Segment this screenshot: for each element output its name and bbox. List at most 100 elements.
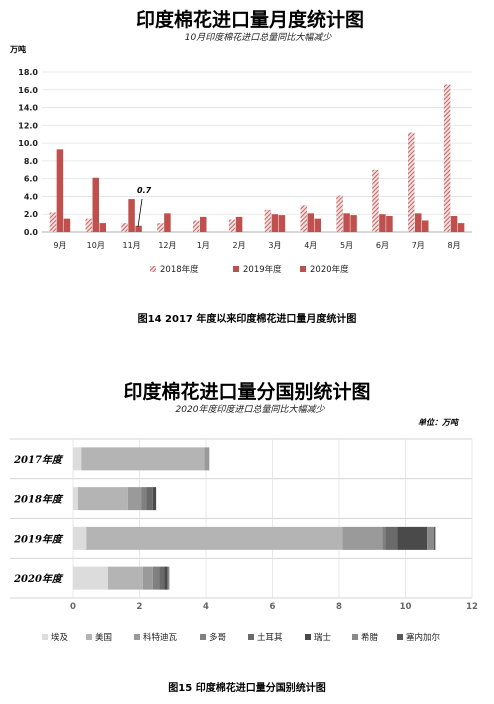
chart1-gridlines — [42, 71, 472, 233]
chart1-subtitle: 10月印度棉花进口总量同比大幅减少 — [185, 32, 332, 43]
y-category-label: 2020年度 — [13, 573, 64, 585]
bar-埃及-2017年度 — [73, 447, 82, 471]
legend-swatch — [352, 634, 358, 640]
chart1-caption: 图14 2017 年度以来印度棉花进口量月度统计图 — [138, 312, 357, 325]
legend-label: 2020年度 — [310, 264, 349, 275]
bar-科特迪瓦-2020年度 — [142, 566, 153, 590]
chart2-subtitle: 2020年度印度进口总量同比大幅减少 — [176, 404, 326, 415]
bar-2018年度-4月 — [300, 205, 307, 232]
legend-label: 美国 — [95, 632, 112, 643]
x-tick-label: 0 — [70, 602, 76, 612]
chart1-legend: 2018年度 2019年度 2020年度 — [150, 264, 349, 275]
chart2-title: 印度棉花进口量分国别统计图 — [123, 380, 370, 403]
bar-多哥-2018年度 — [141, 487, 147, 511]
bar-土耳其-2018年度 — [146, 487, 153, 511]
annotation-label: 0.7 — [137, 186, 152, 195]
legend-swatch — [248, 634, 254, 640]
bar-埃及-2018年度 — [73, 487, 78, 511]
x-tick-label: 4月 — [304, 241, 317, 250]
legend-swatch — [134, 634, 140, 640]
bar-2019年度-5月 — [343, 213, 350, 232]
x-tick-label: 5月 — [340, 241, 353, 250]
bar-科特迪瓦-2019年度 — [342, 526, 383, 550]
legend-swatch — [42, 634, 48, 640]
x-tick-label: 6月 — [376, 241, 389, 250]
bar-美国-2018年度 — [77, 487, 128, 511]
bar-科特迪瓦-2018年度 — [127, 487, 142, 511]
bar-2018年度-7月 — [408, 132, 415, 232]
bar-塞内加尔-2019年度 — [433, 526, 436, 550]
y-tick-label: 6.0 — [24, 175, 39, 184]
y-category-label: 2017年度 — [13, 454, 64, 466]
legend-swatch — [86, 634, 92, 640]
x-tick-label: 3月 — [268, 241, 281, 250]
bar-2018年度-2月 — [228, 219, 236, 232]
bar-希腊-2020年度 — [167, 566, 170, 590]
annotation-pointer — [137, 198, 143, 228]
x-tick-label: 8月 — [448, 241, 461, 250]
legend-label: 埃及 — [51, 632, 69, 643]
legend-swatch — [200, 634, 206, 640]
bar-2019年度-8月 — [450, 216, 458, 232]
legend-swatch — [397, 634, 403, 640]
legend-label: 2019年度 — [243, 264, 282, 275]
x-tick-label: 4 — [203, 602, 209, 612]
bar-2019年度-9月 — [56, 149, 64, 232]
y-tick-label: 2.0 — [24, 210, 39, 219]
bar-2020年度-6月 — [386, 216, 393, 232]
legend-label: 瑞士 — [314, 632, 332, 643]
bar-美国-2019年度 — [86, 526, 343, 550]
x-tick-label: 2 — [137, 602, 143, 612]
bar-美国-2017年度 — [81, 447, 205, 471]
bar-2018年度-12月 — [157, 223, 164, 232]
chart1-bars — [49, 84, 465, 232]
x-tick-label: 8 — [336, 602, 342, 612]
x-tick-label: 11月 — [122, 241, 140, 250]
bar-2020年度-8月 — [457, 223, 465, 232]
bar-科特迪瓦-2017年度 — [204, 447, 210, 471]
bar-2019年度-2月 — [235, 216, 243, 232]
bar-2018年度-5月 — [336, 195, 343, 232]
bar-2019年度-1月 — [200, 216, 207, 232]
bar-埃及-2019年度 — [73, 526, 87, 550]
bar-瑞士-2019年度 — [397, 526, 428, 550]
x-tick-label: 12 — [466, 602, 478, 612]
chart2-bars — [73, 447, 436, 590]
bar-2018年度-10月 — [85, 218, 92, 232]
chart2-unit: 单位：万吨 — [418, 418, 460, 427]
chart2-legend: 埃及 美国 科特迪瓦 多哥 土耳其 瑞士 希腊 塞内加尔 — [42, 632, 441, 643]
legend-label: 希腊 — [361, 632, 379, 643]
legend-label: 2018年度 — [160, 264, 199, 275]
bar-2019年度-6月 — [379, 214, 386, 232]
y-tick-label: 16.0 — [18, 86, 38, 95]
bar-2018年度-6月 — [372, 169, 379, 232]
bar-2018年度-1月 — [193, 220, 200, 232]
x-tick-label: 10 — [400, 602, 412, 612]
chart2-x-ticks: 0 2 4 6 8 10 12 — [70, 602, 478, 612]
legend-label: 多哥 — [209, 632, 227, 643]
x-tick-label: 10月 — [87, 241, 105, 250]
legend-swatch — [305, 634, 311, 640]
bar-多哥-2020年度 — [152, 566, 160, 590]
y-tick-label: 14.0 — [18, 104, 38, 113]
y-tick-label: 8.0 — [24, 157, 39, 166]
bar-瑞士-2020年度 — [164, 566, 168, 590]
y-tick-label: 12.0 — [18, 121, 38, 130]
chart1-y-ticks: 0.0 2.0 4.0 6.0 8.0 10.0 12.0 14.0 16.0 18.0 — [18, 68, 38, 237]
x-tick-label: 9月 — [53, 241, 66, 250]
chart2-caption: 图15 印度棉花进口量分国别统计图 — [168, 681, 325, 694]
bar-美国-2020年度 — [107, 566, 143, 590]
bar-希腊-2019年度 — [427, 526, 434, 550]
bar-2019年度-4月 — [307, 213, 314, 232]
chart1-annotation: 0.7 — [137, 186, 152, 228]
x-tick-label: 6 — [270, 602, 276, 612]
bar-2018年度-8月 — [443, 84, 451, 232]
chart2-row-bands — [10, 438, 472, 599]
bar-2020年度-3月 — [278, 215, 286, 232]
legend-label: 科特迪瓦 — [143, 632, 178, 643]
chart1-title: 印度棉花进口量月度统计图 — [136, 8, 364, 31]
legend-label: 塞内加尔 — [406, 632, 441, 643]
y-tick-label: 18.0 — [18, 68, 38, 77]
bar-土耳其-2020年度 — [159, 566, 165, 590]
bar-2019年度-12月 — [164, 213, 171, 232]
